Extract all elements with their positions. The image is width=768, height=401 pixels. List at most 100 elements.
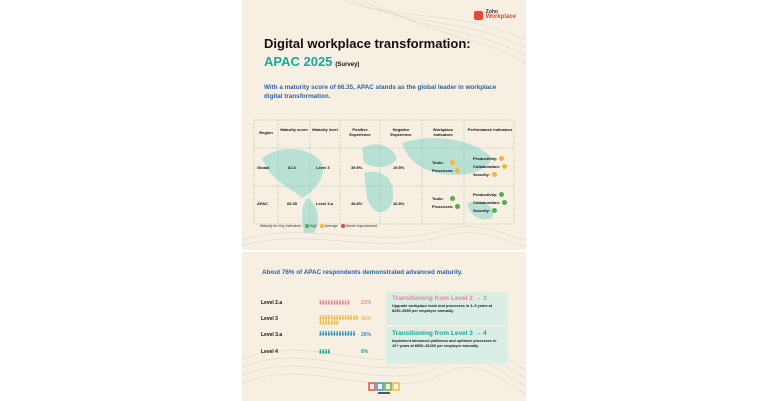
- legend-average: Average: [324, 224, 338, 228]
- world-map-background: [253, 119, 515, 233]
- indicator-legend: Maturity for Key Indicators: High Averag…: [260, 224, 377, 229]
- person-icon: [341, 300, 344, 305]
- transition-title-2-3: Transitioning from Level 2 → 3: [392, 295, 487, 302]
- level-label-4: Level 4: [261, 349, 278, 355]
- zoho-workplace-logo: Zoho Workplace: [473, 9, 516, 20]
- cell-performance-global-productivity: Productivity:: [473, 156, 505, 162]
- person-icon: [336, 320, 339, 325]
- person-icon: [322, 320, 325, 325]
- cell-score-apac: 66.35: [287, 201, 298, 206]
- zoho-footer-logo: [368, 382, 400, 394]
- person-icon: [327, 349, 330, 354]
- col-header-negative: Negative Experience: [390, 127, 412, 137]
- person-icon: [330, 331, 333, 336]
- person-icon: [350, 331, 353, 336]
- status-dot: [502, 164, 508, 170]
- logo-brand: Zoho: [485, 9, 498, 15]
- subtitle-suffix: (Survey): [335, 62, 360, 68]
- person-icon: [319, 300, 322, 305]
- level-label-2a: Level 2.a: [261, 300, 283, 306]
- person-icon: [355, 315, 358, 320]
- status-dot: [492, 172, 498, 178]
- person-icon: [325, 300, 327, 305]
- cell-workplace-global-processes: Processes:: [432, 168, 461, 174]
- cell-region-apac: APAC: [257, 201, 269, 206]
- cell-performance-global-security: Security:: [473, 172, 498, 178]
- transition-body-2-3: Upgrade workplace tools and processes in…: [392, 304, 493, 314]
- cell-level-global: Level 3: [316, 165, 330, 170]
- intro-text: With a maturity score of 66.35, APAC sta…: [264, 84, 497, 100]
- col-header-positive: Positive Experience: [349, 127, 371, 137]
- cell-level-apac: Level 3.a: [316, 201, 333, 206]
- person-icon: [339, 300, 341, 305]
- person-icon: [325, 331, 327, 336]
- level-percent-4: 8%: [361, 349, 369, 355]
- cell-performance-apac-security: Security:: [473, 208, 498, 214]
- person-icon: [330, 300, 333, 305]
- cell-negative-global: 19.5%: [393, 165, 405, 170]
- people-icons-level-4: [319, 349, 330, 354]
- cell-workplace-global-tools: Tools:: [432, 160, 455, 166]
- person-icon: [344, 315, 347, 320]
- person-icon: [344, 300, 347, 305]
- legend-prefix: Maturity for Key Indicators:: [260, 224, 302, 228]
- legend-needs-dot: [340, 224, 345, 229]
- cell-region-global: Global: [257, 165, 270, 170]
- transition-title-3-4: Transitioning from Level 3 → 4: [392, 330, 487, 337]
- person-icon: [353, 331, 355, 336]
- person-icon: [327, 300, 330, 305]
- transition-box-3-4: Transitioning from Level 3 → 4 Implement…: [386, 327, 508, 364]
- person-icon: [327, 331, 330, 336]
- col-header-score: Maturity score: [280, 127, 308, 132]
- status-dot: [499, 192, 505, 198]
- cell-performance-apac-collaboration: Collaboration:: [473, 200, 508, 206]
- maturity-table: Region Maturity score Maturity level Pos…: [252, 118, 516, 236]
- cell-performance-global-collaboration: Collaboration:: [473, 164, 508, 170]
- person-icon: [325, 349, 327, 354]
- cell-positive-global: 39.5%: [351, 165, 363, 170]
- cell-score-global: 62.3: [288, 165, 296, 170]
- person-icon: [325, 320, 327, 325]
- status-dot: [499, 156, 505, 162]
- infographic-poster: Zoho Workplace Digital workplace transfo…: [242, 0, 526, 401]
- legend-average-dot: [319, 224, 324, 229]
- person-icon: [322, 300, 325, 305]
- status-dot: [455, 168, 461, 174]
- person-icon: [333, 320, 336, 325]
- col-header-region: Region: [259, 130, 273, 135]
- section-divider: [242, 250, 526, 252]
- person-icon: [336, 300, 339, 305]
- transition-body-3-4: Implement advanced platforms and optimiz…: [392, 339, 497, 349]
- people-icons-level-3: [319, 315, 358, 325]
- transition-box-2-3: Transitioning from Level 2 → 3 Upgrade w…: [386, 292, 508, 325]
- people-icons-level-3a: [319, 331, 355, 336]
- col-header-level: Maturity level: [312, 127, 338, 132]
- level-percent-3a: 26%: [361, 332, 372, 338]
- person-icon: [319, 349, 322, 354]
- person-icon: [347, 331, 350, 336]
- person-icon: [341, 315, 344, 320]
- person-icon: [325, 315, 327, 320]
- level-label-3: Level 3: [261, 316, 278, 322]
- advanced-maturity-headline: About 76% of APAC respondents demonstrat…: [262, 269, 463, 276]
- logo-product: Workplace: [485, 14, 516, 20]
- people-icons-level-2a: [319, 300, 350, 305]
- person-icon: [322, 331, 325, 336]
- person-icon: [333, 331, 336, 336]
- person-icon: [327, 315, 330, 320]
- person-icon: [333, 315, 336, 320]
- subtitle-text: APAC 2025: [264, 54, 333, 69]
- person-icon: [322, 349, 325, 354]
- person-icon: [330, 315, 333, 320]
- person-icon: [319, 331, 322, 336]
- status-dot: [455, 204, 461, 210]
- status-dot: [502, 200, 508, 206]
- person-icon: [319, 320, 322, 325]
- person-icon: [330, 320, 333, 325]
- cell-positive-apac: 46.8%: [351, 201, 363, 206]
- legend-high-dot: [304, 224, 309, 229]
- person-icon: [350, 315, 353, 320]
- level-percent-2a: 21%: [361, 300, 372, 306]
- cell-negative-apac: 16.8%: [393, 201, 405, 206]
- person-icon: [347, 300, 350, 305]
